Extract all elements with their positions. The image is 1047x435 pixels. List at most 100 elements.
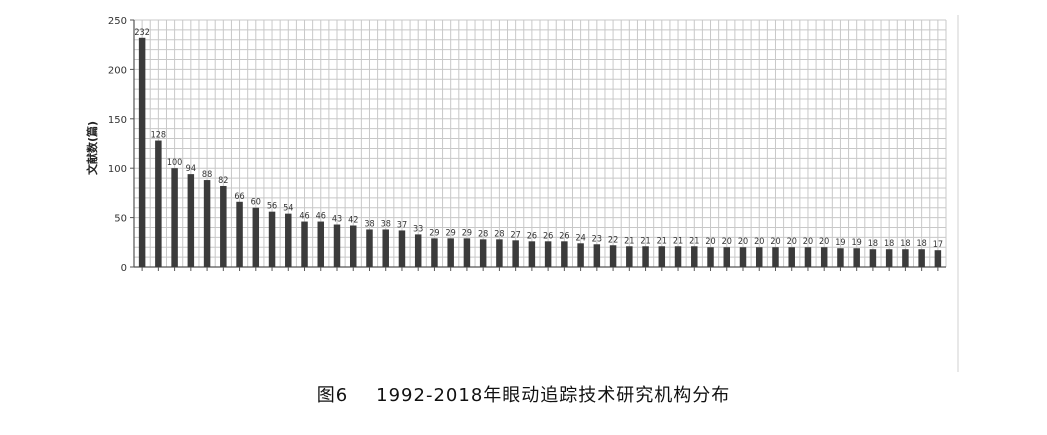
figure-title: 1992-2018年眼动追踪技术研究机构分布	[376, 385, 731, 406]
bar-value-label: 21	[640, 236, 650, 246]
bar	[220, 185, 227, 267]
bar-value-label: 20	[738, 237, 748, 247]
bar	[171, 168, 178, 267]
bar-value-label: 19	[852, 238, 862, 248]
axes	[133, 15, 959, 372]
bar	[187, 174, 195, 267]
bar	[138, 37, 146, 268]
y-tick-label: 250	[108, 16, 127, 27]
bar-value-label: 20	[754, 237, 764, 247]
bar-value-label: 21	[657, 236, 667, 246]
bar	[885, 249, 893, 267]
bar	[902, 249, 909, 267]
bar	[544, 241, 552, 267]
bar-value-label: 100	[167, 158, 182, 168]
bar-value-label: 29	[446, 228, 456, 238]
figure-caption: 图6 1992-2018年眼动追踪技术研究机构分布	[0, 381, 1047, 407]
y-tick-label: 100	[108, 164, 127, 175]
bar-value-label: 21	[624, 236, 634, 246]
bar	[837, 248, 844, 267]
bar-value-label: 66	[234, 192, 244, 202]
bar	[252, 207, 260, 267]
y-tick-label: 200	[108, 65, 127, 76]
bar	[626, 246, 633, 267]
bar	[691, 246, 698, 267]
bar	[772, 247, 779, 267]
bar-value-label: 20	[722, 237, 732, 247]
bar	[609, 245, 617, 267]
bar-value-label: 94	[186, 164, 196, 174]
bar	[674, 246, 682, 267]
bar	[918, 249, 925, 267]
bar	[723, 247, 731, 267]
bar-value-label: 24	[575, 233, 585, 243]
bar-value-label: 46	[299, 212, 309, 222]
bar	[333, 224, 341, 267]
bar	[431, 238, 438, 267]
y-axis-label: 文献数(篇)	[85, 121, 99, 175]
bar-value-label: 18	[916, 239, 926, 249]
bar-value-label: 26	[559, 231, 569, 241]
bar-value-label: 20	[803, 237, 813, 247]
bar	[285, 213, 292, 267]
x-category-labels	[141, 267, 939, 271]
bar-value-label: 38	[364, 219, 374, 229]
bar	[788, 247, 795, 267]
bar-value-label: 46	[316, 212, 326, 222]
bar	[366, 229, 373, 267]
bar-value-label: 82	[218, 176, 228, 186]
bar-value-label: 18	[884, 239, 894, 249]
bar-value-label: 56	[267, 202, 277, 212]
bar-value-label: 23	[592, 234, 602, 244]
bar-value-label: 42	[348, 216, 358, 226]
bar	[869, 249, 877, 267]
bar	[593, 244, 601, 267]
bar-value-label: 38	[381, 219, 391, 229]
bar	[658, 246, 666, 267]
bar-value-label: 18	[868, 239, 878, 249]
bar-value-label: 22	[608, 235, 618, 245]
bar	[317, 221, 325, 267]
bar-value-label: 26	[543, 231, 553, 241]
bar-value-label: 88	[202, 170, 212, 180]
bar	[414, 234, 422, 267]
bar	[853, 248, 860, 267]
bar-value-label: 17	[933, 240, 943, 250]
bar-value-label: 19	[835, 238, 845, 248]
bar	[463, 238, 471, 267]
bar	[755, 247, 763, 267]
bar	[382, 229, 389, 267]
bar	[739, 247, 747, 267]
bar-value-label: 21	[673, 236, 683, 246]
bar	[301, 221, 308, 267]
y-tick-labels: 0 50 100 150 200 250	[108, 16, 134, 274]
bar	[707, 247, 714, 267]
bar-value-label: 43	[332, 215, 342, 225]
figure-number: 图6	[316, 385, 349, 406]
bar-value-label: 28	[478, 229, 488, 239]
bar	[236, 201, 243, 267]
bar	[804, 247, 812, 267]
bar-value-label: 232	[134, 28, 149, 38]
bar	[479, 239, 487, 267]
bar	[398, 230, 406, 267]
bar-value-label: 33	[413, 224, 423, 234]
bar	[577, 243, 584, 267]
bar-value-label: 37	[397, 220, 407, 230]
bar-value-label: 27	[510, 230, 520, 240]
y-tick-label: 150	[108, 115, 127, 126]
bar-value-label: 29	[462, 228, 472, 238]
bar-value-label: 54	[283, 204, 293, 214]
bar-value-label: 60	[251, 198, 261, 208]
bars	[138, 37, 942, 268]
bar-value-label: 28	[494, 229, 504, 239]
bar	[447, 238, 454, 267]
bar-value-label: 20	[770, 237, 780, 247]
bar	[820, 247, 828, 267]
bar-value-label: 20	[819, 237, 829, 247]
bar-value-label: 20	[787, 237, 797, 247]
bar-value-label: 20	[705, 237, 715, 247]
bar-value-label: 128	[151, 131, 166, 141]
